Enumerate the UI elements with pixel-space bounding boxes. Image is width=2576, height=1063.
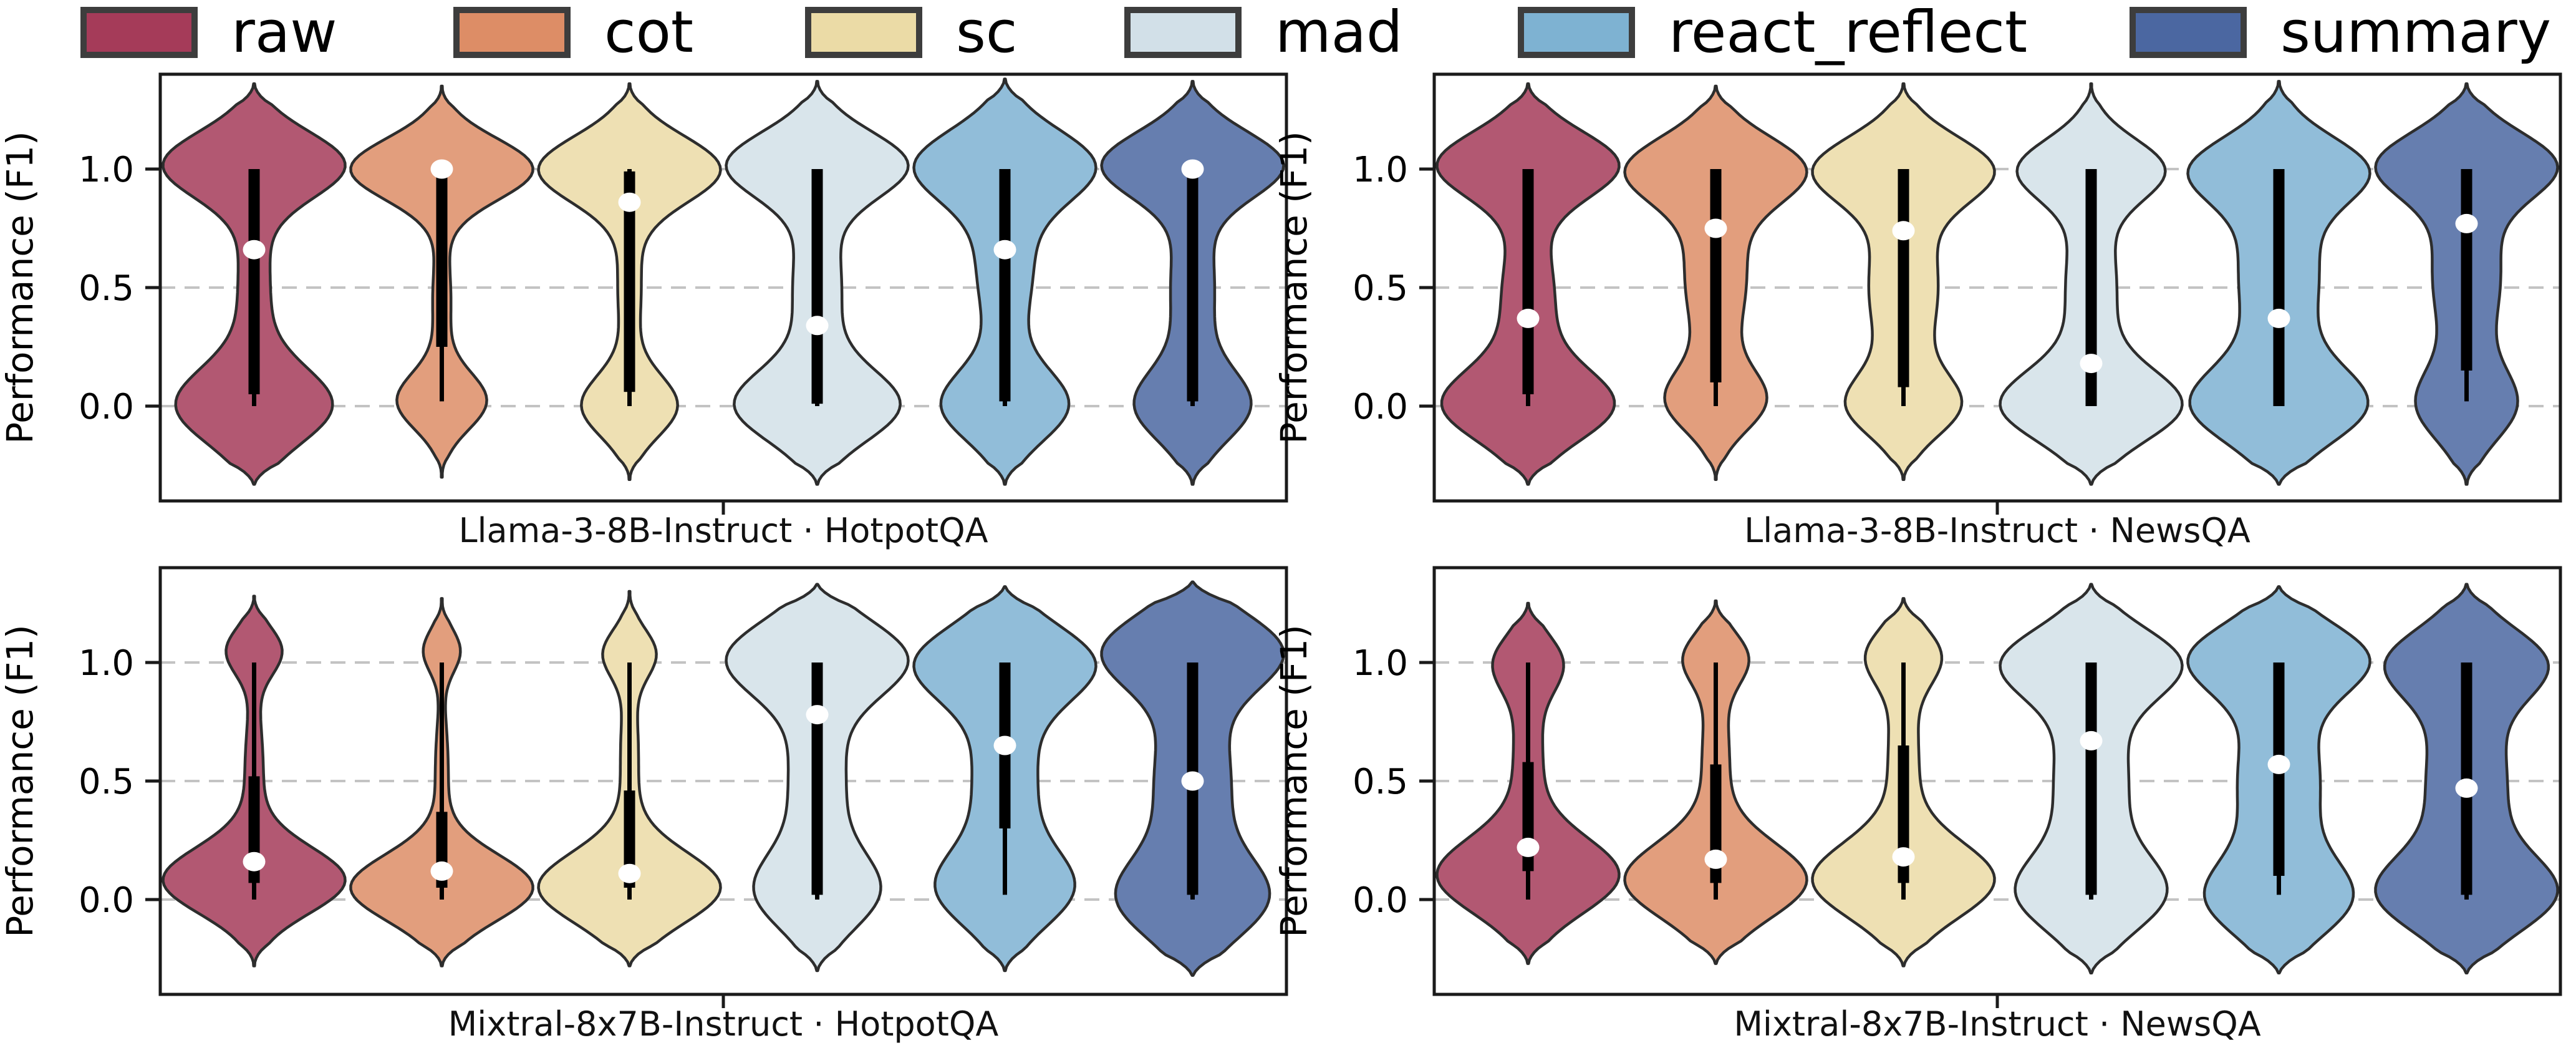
median-dot-sc <box>1892 221 1915 241</box>
median-dot-raw <box>243 852 266 871</box>
median-dot-summary <box>1181 159 1204 179</box>
iqr-box-sc <box>1898 169 1909 387</box>
median-dot-react_reflect <box>993 735 1016 755</box>
legend-swatch-mad <box>1124 7 1242 58</box>
panel-title-llama-hotpotqa: Llama-3-8B-Instruct · HotpotQA <box>458 511 988 550</box>
y-tick-label-0.5: 0.5 <box>1353 762 1408 802</box>
iqr-box-react_reflect <box>2273 169 2285 406</box>
median-dot-react_reflect <box>2267 308 2290 328</box>
median-dot-raw <box>1517 837 1540 857</box>
legend-item-raw: raw <box>80 2 337 62</box>
iqr-box-cot <box>436 173 448 347</box>
plot-canvas-mixtral-hotpotqa: 0.0 0.5 1.0 Performance (F1) <box>0 566 1288 1008</box>
y-tick-label-1.0: 1.0 <box>1353 643 1408 684</box>
y-axis-label: Performance (F1) <box>1274 131 1315 444</box>
panel-title-mixtral-hotpotqa: Mixtral-8x7B-Instruct · HotpotQA <box>448 1004 999 1044</box>
legend-item-cot: cot <box>453 2 693 62</box>
y-tick-label-1.0: 1.0 <box>79 643 134 684</box>
median-dot-cot <box>430 159 453 179</box>
plot-canvas-llama-hotpotqa: 0.0 0.5 1.0 Performance (F1) <box>0 72 1288 515</box>
plot-canvas-llama-newsqa: 0.0 0.5 1.0 Performance (F1) <box>1274 72 2562 515</box>
iqr-box-sc <box>624 171 635 392</box>
median-dot-mad <box>806 316 829 336</box>
median-dot-raw <box>243 240 266 260</box>
median-dot-cot <box>430 861 453 881</box>
legend-label-react_reflect: react_reflect <box>1669 0 2028 66</box>
y-tick-label-0.0: 0.0 <box>1353 387 1408 427</box>
median-dot-summary <box>2455 778 2478 798</box>
panel-title-mixtral-newsqa: Mixtral-8x7B-Instruct · NewsQA <box>1734 1004 2261 1044</box>
legend-swatch-raw <box>80 7 198 58</box>
y-tick-label-1.0: 1.0 <box>79 150 134 190</box>
median-dot-cot <box>1704 218 1727 238</box>
median-dot-cot <box>1704 849 1727 869</box>
legend-label-cot: cot <box>604 0 693 66</box>
panel-title-llama-newsqa: Llama-3-8B-Instruct · NewsQA <box>1744 511 2250 550</box>
iqr-box-mad <box>2085 169 2097 406</box>
median-dot-mad <box>806 705 829 725</box>
y-axis-label: Performance (F1) <box>1274 624 1315 938</box>
legend-label-raw: raw <box>231 0 337 66</box>
y-tick-label-0.5: 0.5 <box>1353 268 1408 309</box>
y-tick-label-0.0: 0.0 <box>1353 880 1408 921</box>
median-dot-react_reflect <box>2267 754 2290 774</box>
iqr-box-raw <box>1522 169 1534 394</box>
y-tick-label-0.5: 0.5 <box>79 268 134 309</box>
legend-item-sc: sc <box>805 2 1018 62</box>
iqr-box-mad <box>811 663 823 895</box>
legend-swatch-cot <box>453 7 571 58</box>
iqr-box-summary <box>1187 169 1199 402</box>
iqr-box-mad <box>811 169 823 404</box>
panel-llama-newsqa: 0.0 0.5 1.0 Performance (F1) Llama-3-8B-Ins… <box>1274 70 2576 570</box>
panel-llama-hotpotqa: 0.0 0.5 1.0 Performance (F1) Llama-3-8B-Ins… <box>0 70 1302 570</box>
legend: raw cot sc mad react_reflect summary <box>0 0 2576 69</box>
legend-label-sc: sc <box>956 0 1018 66</box>
y-axis-label: Performance (F1) <box>0 131 41 444</box>
iqr-box-sc <box>624 790 635 888</box>
legend-swatch-sc <box>805 7 922 58</box>
legend-item-react_reflect: react_reflect <box>1518 2 2027 62</box>
legend-item-summary: summary <box>2130 2 2551 62</box>
legend-item-mad: mad <box>1124 2 1402 62</box>
median-dot-summary <box>2455 213 2478 233</box>
iqr-box-react_reflect <box>999 169 1011 402</box>
y-tick-label-1.0: 1.0 <box>1353 150 1408 190</box>
iqr-box-mad <box>2085 663 2097 895</box>
iqr-box-summary <box>2461 169 2472 371</box>
median-dot-summary <box>1181 771 1204 791</box>
y-tick-label-0.0: 0.0 <box>79 387 134 427</box>
legend-label-summary: summary <box>2280 0 2552 66</box>
y-axis-label: Performance (F1) <box>0 624 41 938</box>
legend-swatch-summary <box>2130 7 2247 58</box>
legend-swatch-react_reflect <box>1518 7 1635 58</box>
median-dot-mad <box>2080 731 2103 750</box>
median-dot-react_reflect <box>993 240 1016 260</box>
panel-mixtral-hotpotqa: 0.0 0.5 1.0 Performance (F1) Mixtral-8x7B-I… <box>0 564 1302 1063</box>
median-dot-mad <box>2080 354 2103 374</box>
median-dot-sc <box>618 192 641 212</box>
median-dot-raw <box>1517 308 1540 328</box>
legend-label-mad: mad <box>1275 0 1403 66</box>
median-dot-sc <box>1892 847 1915 867</box>
plot-canvas-mixtral-newsqa: 0.0 0.5 1.0 Performance (F1) <box>1274 566 2562 1008</box>
iqr-box-cot <box>1710 169 1722 382</box>
median-dot-sc <box>618 863 641 883</box>
y-tick-label-0.5: 0.5 <box>79 762 134 802</box>
iqr-box-raw <box>248 169 260 394</box>
panel-mixtral-newsqa: 0.0 0.5 1.0 Performance (F1) Mixtral-8x7B-I… <box>1274 564 2576 1063</box>
y-tick-label-0.0: 0.0 <box>79 880 134 921</box>
